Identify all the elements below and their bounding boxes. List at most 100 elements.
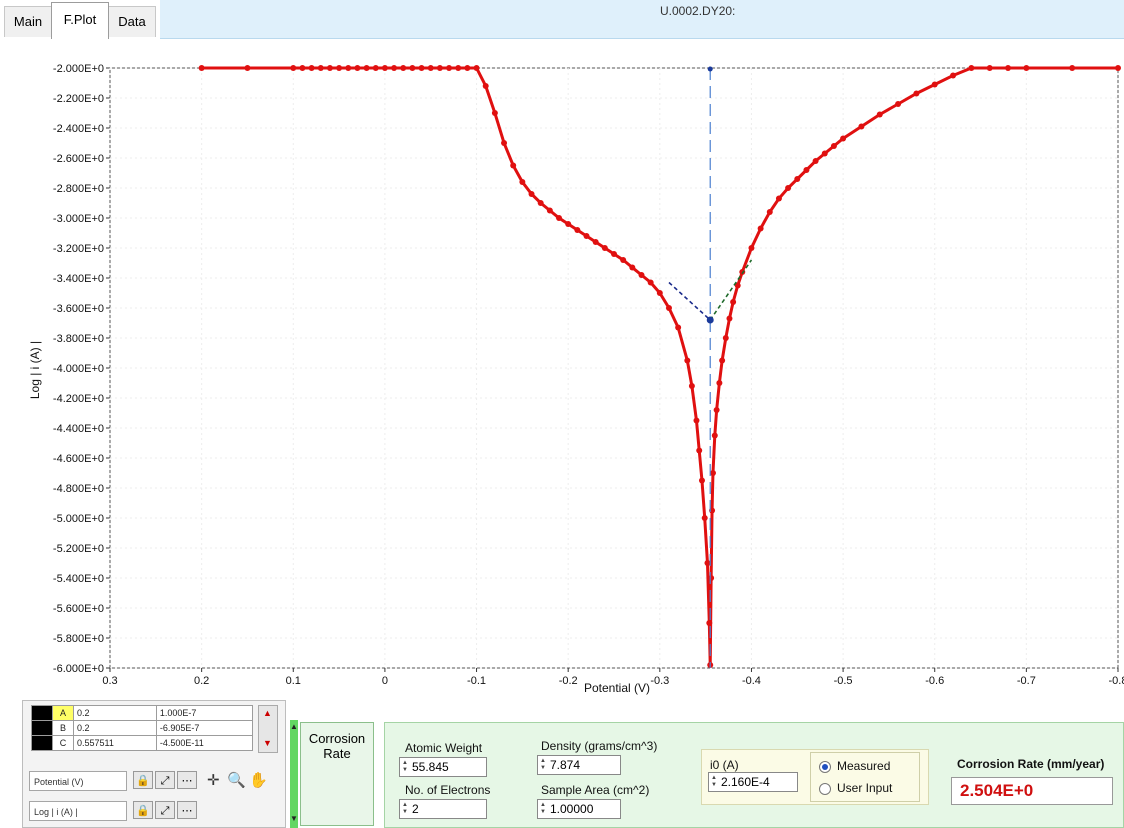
scroll-down-icon[interactable]: ▼ — [290, 814, 298, 823]
data-point — [436, 65, 443, 71]
sample-area-field[interactable]: ▲ ▼ 1.00000 — [537, 799, 621, 819]
data-point — [482, 83, 489, 89]
y-lock-icon[interactable]: 🔒 — [133, 801, 153, 819]
data-point — [400, 65, 407, 71]
user-input-radio[interactable] — [819, 783, 831, 795]
pan-hand-icon[interactable]: ✋ — [249, 772, 268, 789]
data-point — [1115, 65, 1121, 71]
data-point — [709, 470, 716, 476]
data-point — [696, 447, 703, 454]
data-point — [308, 65, 315, 71]
spinner-icon[interactable]: ▲ ▼ — [540, 802, 546, 815]
y-axis-field[interactable]: Log | i (A) | — [29, 801, 127, 821]
data-point — [1005, 65, 1012, 71]
user-input-label[interactable]: User Input — [837, 781, 893, 795]
cursor-scrollbar[interactable]: ▲ ▼ — [258, 705, 278, 753]
data-point — [326, 65, 333, 71]
data-point — [830, 143, 837, 149]
cursor-x: 0.2 — [73, 720, 157, 736]
spinner-icon[interactable]: ▲ ▼ — [402, 802, 408, 815]
y-tick-label: -4.800E+0 — [53, 483, 104, 495]
tab-fplot[interactable]: F.Plot — [51, 2, 109, 39]
data-point — [698, 477, 705, 484]
zoom-icon[interactable]: 🔍 — [227, 772, 246, 789]
density-value: 7.874 — [550, 758, 581, 772]
spinner-icon[interactable]: ▲ ▼ — [711, 775, 717, 788]
i0-source-group: Measured User Input — [810, 752, 920, 802]
measured-radio[interactable] — [819, 761, 831, 773]
y-tick-label: -4.400E+0 — [53, 423, 104, 435]
x-lock-icon[interactable]: 🔒 — [133, 771, 153, 789]
measured-label[interactable]: Measured — [837, 759, 891, 773]
data-point — [336, 65, 343, 71]
data-point — [611, 251, 617, 257]
cursor-label: B — [52, 720, 74, 736]
y-format-icon[interactable]: ⋯ — [177, 801, 197, 819]
y-tick-label: -5.600E+0 — [53, 603, 104, 615]
cursor-table: A 0.2 1.000E-7 B 0.2 -6.905E-7 C 0.55751… — [31, 705, 254, 751]
spinner-icon[interactable]: ▲ ▼ — [540, 758, 546, 771]
x-tick-label: 0.2 — [194, 675, 209, 687]
cursor-color-swatch — [31, 705, 53, 721]
data-point — [290, 65, 297, 71]
tab-data[interactable]: Data — [108, 6, 156, 37]
side-scrollbar[interactable]: ▲ ▼ — [290, 720, 298, 828]
x-tick-label: 0.3 — [102, 675, 117, 687]
cursor-row[interactable]: B 0.2 -6.905E-7 — [31, 720, 254, 736]
data-point — [858, 123, 865, 130]
x-axis-label: Potential (V) — [584, 681, 650, 695]
scroll-up-icon[interactable]: ▲ — [290, 722, 298, 731]
corrosion-rate-tab[interactable]: Corrosion Rate — [300, 722, 374, 826]
data-point — [372, 65, 379, 71]
tafel-plot-svg[interactable]: -2.000E+0 -2.200E+0 -2.400E+0 -2.600E+0 -2.8… — [0, 38, 1124, 698]
spinner-icon[interactable]: ▲ ▼ — [402, 760, 408, 773]
y-tick-label: -3.600E+0 — [53, 303, 104, 315]
data-point — [345, 65, 352, 71]
data-point — [244, 65, 251, 71]
cursor-row[interactable]: C 0.557511 -4.500E-11 — [31, 735, 254, 751]
tab-main[interactable]: Main — [4, 6, 52, 37]
x-autoscale-icon[interactable]: ⤢ — [155, 771, 175, 789]
scroll-down-icon[interactable]: ▼ — [263, 738, 272, 748]
density-label: Density (grams/cm^3) — [541, 739, 658, 753]
y-autoscale-icon[interactable]: ⤢ — [155, 801, 175, 819]
data-point — [583, 233, 590, 239]
data-point — [427, 65, 434, 71]
y-tick-label: -6.000E+0 — [53, 663, 104, 675]
y-tick-label: -4.200E+0 — [53, 393, 104, 405]
cursor-row[interactable]: A 0.2 1.000E-7 — [31, 705, 254, 721]
data-point — [638, 272, 645, 278]
data-point — [556, 215, 563, 221]
data-point — [528, 191, 535, 197]
atomic-weight-field[interactable]: ▲ ▼ 55.845 — [399, 757, 487, 777]
sample-area-value: 1.00000 — [550, 802, 594, 816]
data-point — [931, 81, 938, 88]
crosshair-icon[interactable]: ✛ — [207, 772, 220, 789]
x-axis-field[interactable]: Potential (V) — [29, 771, 127, 791]
x-tick-label: 0.1 — [286, 675, 301, 687]
title-bar: U.0002.DY20: — [160, 0, 1124, 39]
x-tick-label: -0.5 — [834, 675, 853, 687]
data-point — [363, 65, 370, 71]
y-tick-label: -2.800E+0 — [53, 183, 104, 195]
data-point — [734, 282, 741, 289]
density-field[interactable]: ▲ ▼ 7.874 — [537, 755, 621, 775]
data-point — [785, 185, 792, 191]
scroll-up-icon[interactable]: ▲ — [263, 708, 272, 718]
data-point — [840, 135, 847, 142]
x-tick-label: -0.4 — [742, 675, 761, 687]
data-point — [757, 225, 764, 232]
data-point — [665, 305, 672, 311]
x-tick-label: -0.6 — [925, 675, 944, 687]
data-point — [803, 167, 810, 173]
data-point — [719, 357, 726, 364]
data-point — [704, 560, 711, 566]
x-format-icon[interactable]: ⋯ — [177, 771, 197, 789]
data-point — [317, 65, 324, 71]
i0-field[interactable]: ▲ ▼ 2.160E-4 — [708, 772, 798, 792]
y-tick-label: -5.400E+0 — [53, 573, 104, 585]
data-point — [688, 383, 695, 389]
electrons-field[interactable]: ▲ ▼ 2 — [399, 799, 487, 819]
data-series — [198, 65, 1121, 668]
data-point — [510, 162, 517, 169]
